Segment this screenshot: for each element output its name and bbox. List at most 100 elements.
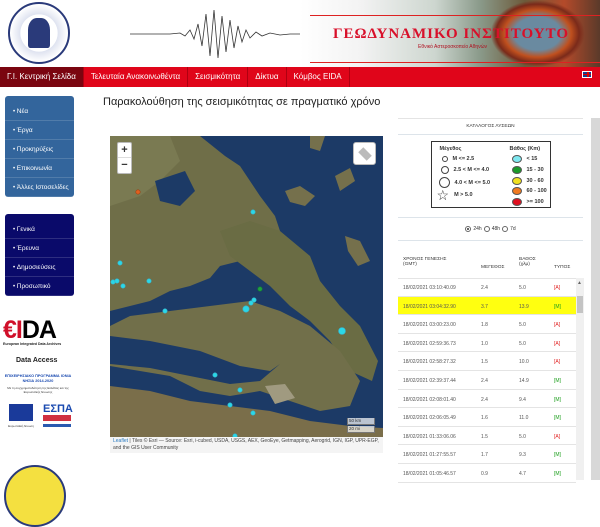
sidebar-item-news[interactable]: Νέα <box>5 102 74 121</box>
table-row[interactable]: 18/02/2021 03:04:32.90 3.7 13.9 [M] <box>398 296 576 316</box>
sidebar-menu-primary: Νέα Έργα Προκηρύξεις Επικοινωνία Άλλες Ι… <box>5 96 74 197</box>
zoom-out-button[interactable]: − <box>121 159 128 171</box>
table-row[interactable]: 18/02/2021 03:10:40.09 2.4 5.0 [A] <box>398 278 576 297</box>
sidebar-item-staff[interactable]: Προσωπικό <box>5 277 74 296</box>
cell-depth: 9.4 <box>519 396 526 403</box>
cell-time: 18/02/2021 03:00:23.00 <box>403 322 456 329</box>
event-marker <box>242 305 250 313</box>
nav-networks[interactable]: Δίκτυα <box>248 67 287 87</box>
cell-time: 18/02/2021 01:05:46.57 <box>403 470 456 477</box>
cell-time: 18/02/2021 02:58:27.32 <box>403 359 456 366</box>
table-row[interactable]: 18/02/2021 02:58:27.32 1.5 10.0 [A] <box>398 352 576 371</box>
cell-depth: 5.0 <box>519 285 526 291</box>
header-banner: ΓΕΩΔΥΝΑΜΙΚΟ ΙΝΣΤΙΤΟΥΤΟ Εθνικό Αστεροσκοπ… <box>300 0 600 67</box>
depth-color-icon <box>511 155 522 163</box>
cell-time: 18/02/2021 03:04:32.90 <box>403 303 456 310</box>
cell-type[interactable]: [M] <box>554 303 561 310</box>
cell-depth: 5.0 <box>519 340 526 347</box>
event-marker <box>114 278 120 284</box>
nav-eida-node[interactable]: Κόμβος EIDA <box>287 67 350 87</box>
cell-magnitude: 2.4 <box>481 396 488 403</box>
map-scale: 50 km 20 mi <box>347 417 375 433</box>
cell-type[interactable]: [M] <box>554 452 561 459</box>
eida-subtitle: European Integrated Data Archives <box>3 342 62 346</box>
scroll-up-icon: ▲ <box>577 280 582 286</box>
earthquake-map[interactable]: + − 50 km 20 mi <box>110 136 383 437</box>
cell-magnitude: 1.5 <box>481 433 488 440</box>
institute-subtitle: Εθνικό Αστεροσκοπείο Αθηνών <box>418 44 488 50</box>
cell-type[interactable]: [M] <box>554 470 561 477</box>
leaflet-link[interactable]: Leaflet <box>113 438 129 444</box>
sidebar-item-contact[interactable]: Επικοινωνία <box>5 159 74 178</box>
cell-magnitude: 3.7 <box>481 303 488 310</box>
event-marker <box>257 286 263 292</box>
sidebar-item-general[interactable]: Γενικά <box>5 220 74 239</box>
observatory-seal-logo[interactable] <box>8 2 70 64</box>
radio-24h[interactable] <box>465 226 472 232</box>
catalog-panel: ΚΑΤΑΛΟΓΟΣ ΛΥΣΕΩΝ Μέγεθος M <= 2.5 2.5 < … <box>398 118 583 241</box>
table-header: ΧΡΟΝΟΣ ΓΕΝΕΣΗΣ (GMT) ΜΕΓΕΘΟΣ ΒΑΘΟΣ (χλμ)… <box>398 254 576 279</box>
sidebar-item-research[interactable]: Έρευνα <box>5 239 74 258</box>
espa-banner[interactable]: ΕΠΙΧΕΙΡΗΣΙΑΚΟ ΠΡΟΓΡΑΜΜΑ ΙΟΝΙΑ ΝΗΣΙΑ 2014… <box>3 374 73 440</box>
scrollbar-thumb[interactable] <box>577 296 583 313</box>
earthquake-markers <box>110 189 346 437</box>
cell-type[interactable]: [M] <box>554 396 561 403</box>
col-magnitude: ΜΕΓΕΘΟΣ <box>481 265 505 270</box>
event-marker <box>162 308 168 314</box>
depth-color-icon <box>511 198 522 206</box>
col-depth: ΒΑΘΟΣ (χλμ) <box>519 257 536 267</box>
page-title: Παρακολούθηση της σεισμικότητας σε πραγμ… <box>103 96 381 108</box>
institute-name: ΓΕΩΔΥΝΑΜΙΚΟ ΙΝΣΤΙΤΟΥΤΟ <box>333 26 569 42</box>
legend-size-heading: Μέγεθος <box>439 146 462 152</box>
table-row[interactable]: 18/02/2021 02:06:05.49 1.6 11.0 [M] <box>398 408 576 427</box>
cell-depth: 5.0 <box>519 433 526 440</box>
circle-small-icon <box>441 156 448 162</box>
legend-depth-heading: Βάθος (Km) <box>509 146 541 152</box>
sidebar-item-projects[interactable]: Έργα <box>5 121 74 140</box>
sidebar-item-publications[interactable]: Δημοσιεύσεις <box>5 258 74 277</box>
radio-7d[interactable] <box>502 226 509 232</box>
cell-time: 18/02/2021 01:33:06.06 <box>403 433 456 440</box>
sidebar-item-other-sites[interactable]: Άλλες Ιστοσελίδες <box>5 178 74 197</box>
eida-logo[interactable]: €IDA European Integrated Data Archives <box>3 318 73 347</box>
cell-time: 18/02/2021 01:27:55.57 <box>403 452 456 459</box>
nav-announcements[interactable]: Τελευταία Ανακοινωθέντα <box>84 67 189 87</box>
scale-mi: 20 mi <box>347 426 375 433</box>
zoom-in-button[interactable]: + <box>118 143 131 158</box>
radio-48h[interactable] <box>483 226 490 232</box>
cell-magnitude: 0.9 <box>481 470 488 477</box>
table-row[interactable]: 18/02/2021 02:08:01.40 2.4 9.4 [M] <box>398 390 576 409</box>
cell-time: 18/02/2021 02:39:37.44 <box>403 377 456 384</box>
cell-type[interactable]: [M] <box>554 377 561 384</box>
sidebar-item-calls[interactable]: Προκηρύξεις <box>5 140 74 159</box>
cell-depth: 11.0 <box>519 415 529 422</box>
eu-flag-icon <box>9 404 33 421</box>
table-row[interactable]: 18/02/2021 02:59:36.73 1.0 5.0 [A] <box>398 334 576 353</box>
page-scrollbar[interactable] <box>591 118 600 480</box>
cell-type[interactable]: [A] <box>554 340 561 347</box>
cell-type[interactable]: [M] <box>554 415 561 422</box>
cell-type[interactable]: [A] <box>554 285 561 291</box>
uk-flag-icon[interactable] <box>582 71 592 78</box>
nav-seismicity[interactable]: Σεισμικότητα <box>188 67 249 87</box>
cell-depth: 13.9 <box>519 303 529 310</box>
cell-depth: 4.7 <box>519 470 526 477</box>
nav-home[interactable]: Γ.Ι. Κεντρική Σελίδα <box>0 67 84 87</box>
table-row[interactable]: 18/02/2021 02:39:37.44 2.4 14.9 [M] <box>398 371 576 390</box>
cell-type[interactable]: [A] <box>554 433 561 440</box>
table-scrollbar[interactable]: ▲ <box>576 278 584 480</box>
cell-type[interactable]: [A] <box>554 359 561 366</box>
layers-icon[interactable] <box>353 142 376 165</box>
table-row[interactable]: 18/02/2021 03:00:23.00 1.8 5.0 [A] <box>398 315 576 334</box>
scale-km: 50 km <box>347 418 375 425</box>
event-marker <box>135 189 141 195</box>
event-marker <box>120 283 126 289</box>
site-header: ΓΕΩΔΥΝΑΜΙΚΟ ΙΝΣΤΙΤΟΥΤΟ Εθνικό Αστεροσκοπ… <box>0 0 600 67</box>
cell-depth: 10.0 <box>519 359 529 366</box>
table-row[interactable]: 18/02/2021 01:33:06.06 1.5 5.0 [A] <box>398 427 576 446</box>
event-marker <box>251 297 257 303</box>
col-type: ΤΥΠΟΣ <box>554 265 571 270</box>
data-access-link[interactable]: Data Access <box>16 357 58 364</box>
table-row[interactable]: 18/02/2021 01:27:55.57 1.7 9.3 [M] <box>398 445 576 464</box>
cell-type[interactable]: [A] <box>554 322 561 329</box>
